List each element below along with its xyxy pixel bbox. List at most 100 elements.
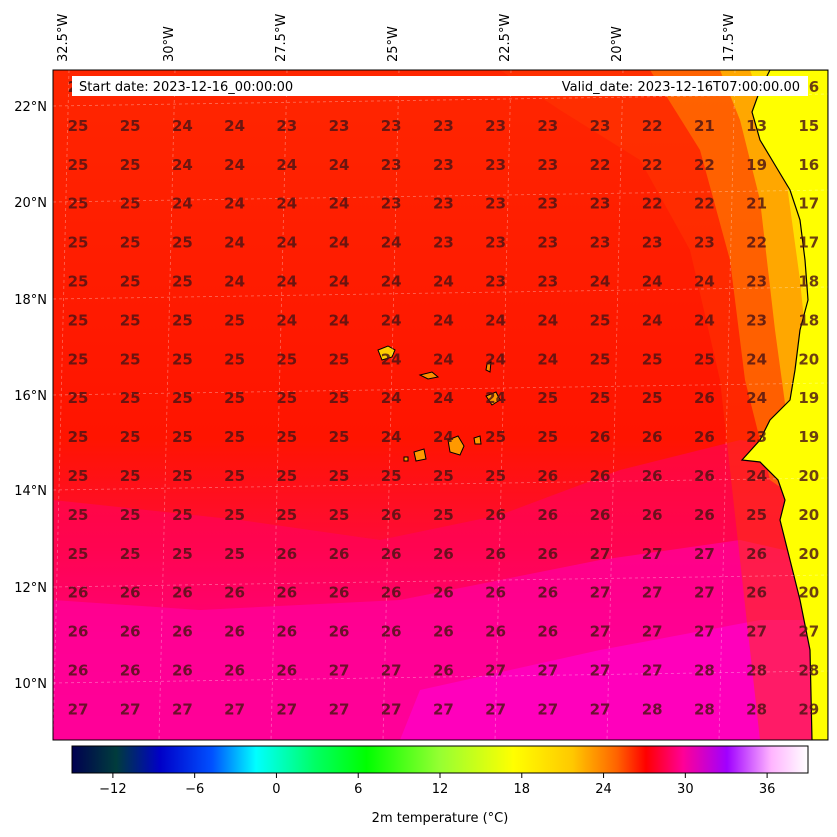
temperature-value: 27	[590, 700, 611, 718]
temperature-value: 25	[120, 195, 141, 213]
temperature-value: 23	[433, 156, 454, 174]
temperature-value: 23	[433, 195, 454, 213]
temperature-value: 23	[485, 195, 506, 213]
temperature-value: 19	[746, 156, 767, 174]
longitude-label: 17.5°W	[722, 14, 737, 62]
temperature-value: 17	[798, 234, 819, 252]
temperature-value: 23	[485, 234, 506, 252]
temperature-value: 25	[485, 428, 506, 446]
temperature-value: 27	[485, 700, 506, 718]
temperature-value: 25	[120, 311, 141, 329]
temperature-value: 25	[224, 311, 245, 329]
temperature-value: 24	[276, 195, 297, 213]
temperature-value: 23	[590, 195, 611, 213]
temperature-value: 24	[224, 156, 245, 174]
temperature-value: 25	[224, 545, 245, 563]
temperature-value: 24	[433, 311, 454, 329]
temperature-value: 26	[68, 623, 89, 641]
temperature-value: 25	[746, 506, 767, 524]
temperature-value: 24	[172, 195, 193, 213]
temperature-value: 23	[642, 234, 663, 252]
colorbar-tick-label: 12	[432, 782, 449, 797]
meridian-line	[270, 70, 288, 740]
temperature-value: 27	[590, 545, 611, 563]
temperature-value: 23	[746, 428, 767, 446]
temperature-value: 24	[485, 350, 506, 368]
latitude-label: 20°N	[14, 196, 47, 211]
temperature-value: 23	[329, 117, 350, 135]
temperature-value: 24	[694, 273, 715, 291]
temperature-value: 20	[798, 350, 819, 368]
temperature-value: 23	[537, 156, 558, 174]
temperature-value: 23	[537, 117, 558, 135]
temperature-value: 20	[798, 506, 819, 524]
valid-date-label: Valid_date: 2023-12-16T07:00:00.00	[562, 80, 800, 95]
temperature-value: 25	[172, 389, 193, 407]
start-date-label: Start date: 2023-12-16_00:00:00	[79, 80, 293, 95]
temperature-value: 27	[433, 700, 454, 718]
temperature-value: 16	[798, 156, 819, 174]
temperature-value: 25	[329, 428, 350, 446]
temperature-value: 24	[224, 117, 245, 135]
colorbar-tick-label: 30	[677, 782, 694, 797]
colorbar-ticks: −12 −6 0 6 12 18 24 30 36	[99, 773, 775, 797]
temperature-value: 24	[485, 389, 506, 407]
temperature-value: 24	[485, 311, 506, 329]
temperature-value: 22	[694, 195, 715, 213]
temperature-value: 26	[329, 545, 350, 563]
temperature-value: 26	[172, 584, 193, 602]
temperature-value: 26	[642, 428, 663, 446]
temperature-value: 26	[433, 662, 454, 680]
temperature-value: 27	[485, 662, 506, 680]
meridian-line	[158, 70, 176, 740]
temperature-value: 25	[68, 350, 89, 368]
longitude-label: 32.5°W	[56, 14, 71, 62]
latitude-labels: 22°N 20°N 18°N 16°N 14°N 12°N 10°N	[14, 100, 47, 692]
temperature-value: 13	[746, 117, 767, 135]
temperature-value: 27	[276, 700, 297, 718]
temperature-value: 24	[224, 234, 245, 252]
temperature-value: 23	[381, 195, 402, 213]
temperature-value: 28	[694, 662, 715, 680]
temperature-value: 25	[642, 389, 663, 407]
temperature-value: 26	[276, 584, 297, 602]
temperature-value: 23	[537, 234, 558, 252]
temperature-value: 24	[172, 117, 193, 135]
temperature-value: 27	[642, 623, 663, 641]
meridian-line	[718, 70, 736, 740]
temperature-value: 25	[172, 311, 193, 329]
temperature-value: 23	[485, 156, 506, 174]
temperature-value: 26	[590, 506, 611, 524]
temperature-value: 24	[329, 311, 350, 329]
temperature-value: 24	[433, 389, 454, 407]
temperature-value: 25	[642, 350, 663, 368]
temperature-value: 28	[694, 700, 715, 718]
colorbar-label: 2m temperature (°C)	[372, 811, 509, 826]
temperature-value: 26	[68, 662, 89, 680]
temperature-value: 26	[381, 506, 402, 524]
temperature-value: 26	[694, 389, 715, 407]
temperature-value: 25	[68, 117, 89, 135]
temperature-value: 25	[172, 350, 193, 368]
temperature-value: 22	[746, 234, 767, 252]
temperature-value: 19	[798, 389, 819, 407]
temperature-value: 26	[329, 623, 350, 641]
temperature-value: 27	[537, 662, 558, 680]
meridian-line	[53, 70, 70, 740]
latitude-label: 14°N	[14, 484, 47, 499]
latitude-label: 18°N	[14, 293, 47, 308]
temperature-value: 26	[120, 623, 141, 641]
temperature-value: 25	[68, 545, 89, 563]
temperature-value: 26	[381, 623, 402, 641]
temperature-value: 23	[746, 273, 767, 291]
temperature-value: 25	[120, 156, 141, 174]
temperature-value: 25	[120, 350, 141, 368]
temperature-value: 26	[746, 545, 767, 563]
temperature-value: 26	[120, 662, 141, 680]
temperature-value: 24	[746, 467, 767, 485]
temperature-value: 24	[329, 156, 350, 174]
temperature-value: 26	[433, 623, 454, 641]
temperature-value: 25	[590, 311, 611, 329]
temperature-value: 24	[329, 273, 350, 291]
